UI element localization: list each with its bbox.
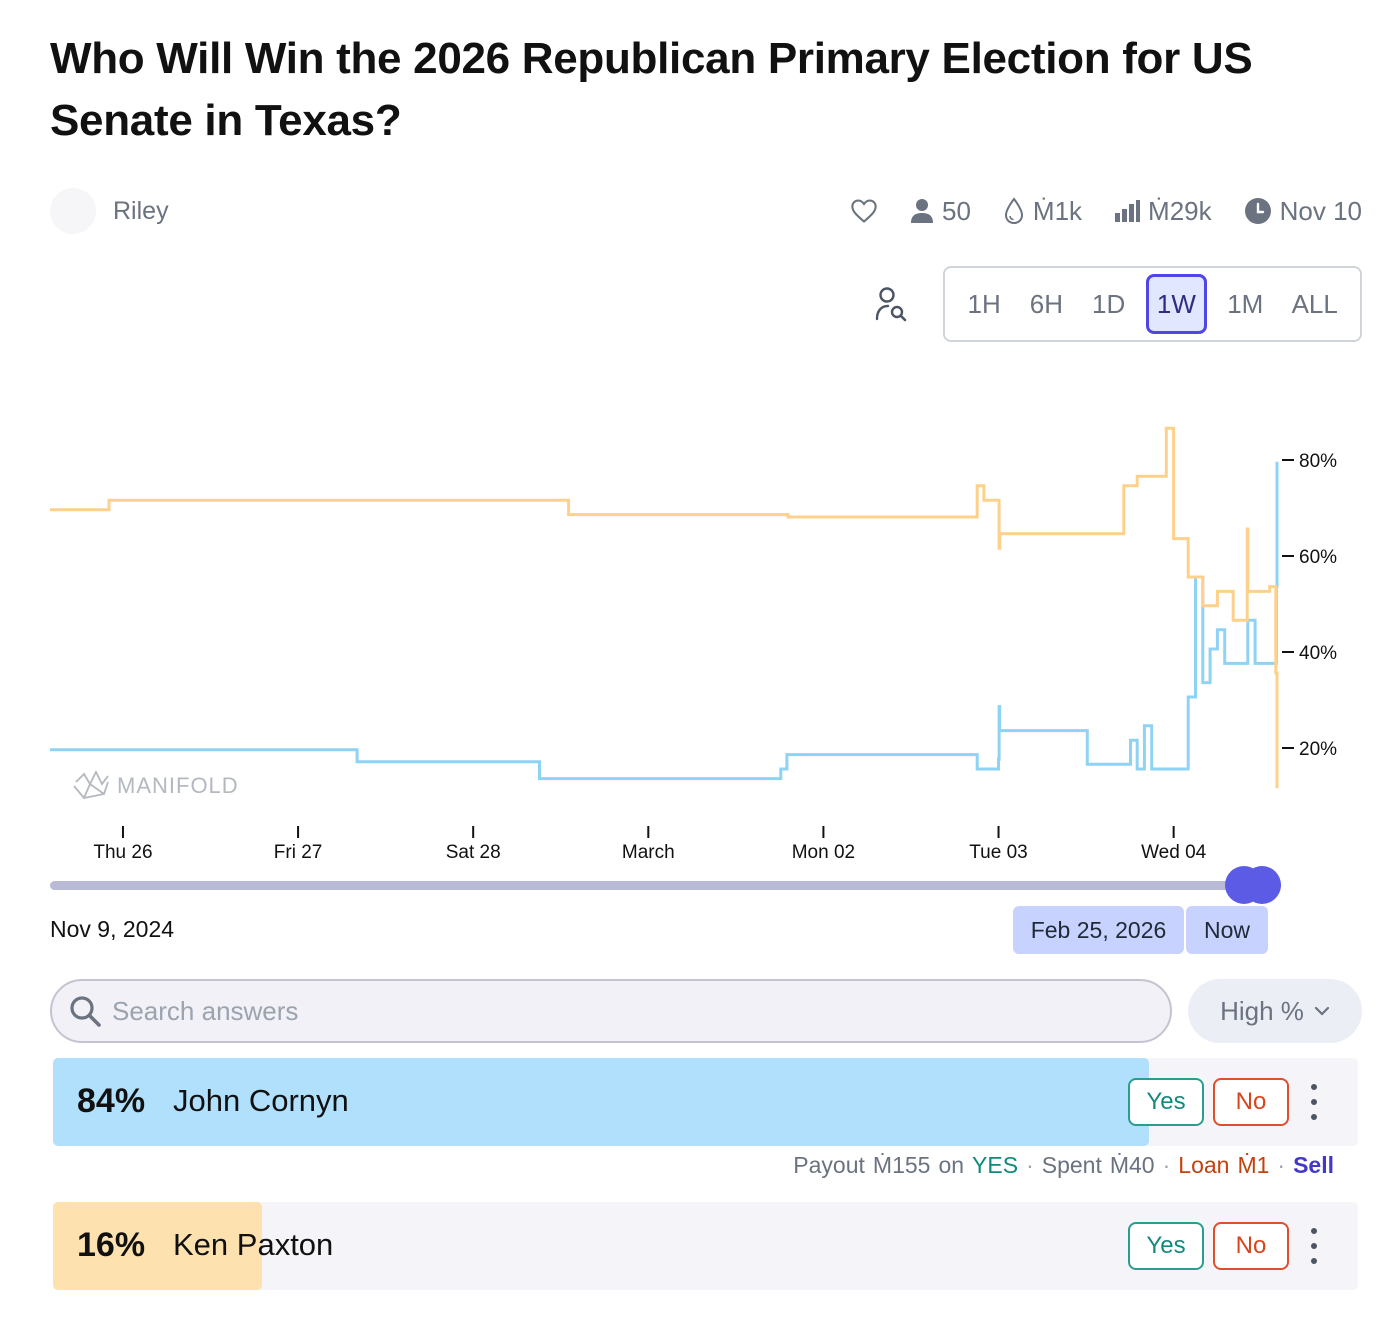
answer-probability-bar — [53, 1058, 1150, 1146]
separator: · — [1026, 1152, 1034, 1178]
series-line-0[interactable] — [50, 461, 1279, 781]
slider-handle-end[interactable] — [1243, 866, 1281, 904]
buy-yes-button[interactable]: Yes — [1128, 1078, 1204, 1126]
y-tick-label: 40% — [1299, 643, 1337, 664]
answer-name: John Cornyn — [173, 1083, 349, 1118]
sell-button[interactable]: Sell — [1293, 1152, 1334, 1178]
answer-row-cornyn[interactable]: 84% John Cornyn Yes No — [53, 1058, 1358, 1146]
x-tick-label: Thu 26 — [93, 842, 152, 863]
x-tick-label: Sat 28 — [446, 842, 501, 863]
range-6h[interactable]: 6H — [1029, 288, 1064, 319]
x-tick-label: Tue 03 — [969, 842, 1027, 863]
creator-avatar[interactable] — [50, 188, 96, 234]
answer-percent: 16% — [77, 1226, 146, 1264]
answer-probability-bar — [53, 1202, 262, 1290]
liquidity-value: Ṁ1k — [1032, 195, 1083, 226]
clock-icon — [1244, 198, 1271, 224]
bar-chart-icon — [1115, 200, 1141, 222]
sort-label: High % — [1220, 995, 1304, 1026]
payout-outcome: YES — [972, 1152, 1019, 1178]
slider-current-date[interactable]: Feb 25, 2026 — [1013, 906, 1184, 954]
liquidity-stat[interactable]: Ṁ1k — [1003, 196, 1082, 227]
slider-now-button[interactable]: Now — [1186, 906, 1268, 954]
close-date: Nov 10 — [1279, 195, 1362, 226]
y-tick-label: 60% — [1299, 547, 1337, 568]
chevron-down-icon — [1314, 1006, 1330, 1016]
spent-value: Ṁ40 — [1109, 1152, 1155, 1178]
position-summary: Payout Ṁ155 on YES · Spent Ṁ40 · Loan Ṁ1… — [793, 1152, 1334, 1179]
separator: · — [1162, 1152, 1171, 1178]
x-tick-label: March — [622, 842, 675, 863]
sort-dropdown[interactable]: High % — [1188, 979, 1362, 1043]
view-my-bets-button[interactable] — [869, 282, 913, 326]
answer-name: Ken Paxton — [173, 1227, 334, 1262]
user-search-icon — [875, 287, 907, 322]
loan-value[interactable]: Ṁ1 — [1237, 1152, 1270, 1178]
payout-value: Ṁ155 — [872, 1152, 931, 1178]
answer-row-paxton[interactable]: 16% Ken Paxton Yes No — [53, 1202, 1358, 1290]
volume-value: Ṁ29k — [1148, 195, 1212, 226]
buy-no-button[interactable]: No — [1213, 1078, 1289, 1126]
more-options-icon[interactable] — [1304, 1084, 1324, 1120]
more-options-icon[interactable] — [1304, 1228, 1324, 1264]
probability-chart[interactable]: MANIFOLD Thu 26 Fri 27 Sat 28 March Mon 02 Tu… — [0, 370, 1394, 870]
loan-label[interactable]: Loan — [1178, 1152, 1230, 1178]
x-tick-label: Fri 27 — [274, 842, 323, 863]
creator-name[interactable]: Riley — [113, 196, 169, 225]
traders-stat[interactable]: 50 — [910, 196, 971, 227]
manifold-logo-icon — [73, 769, 109, 799]
page-title: Who Will Win the 2026 Republican Primary… — [50, 34, 1253, 145]
y-tick-label: 20% — [1299, 739, 1337, 760]
series-line-1[interactable] — [50, 426, 1279, 789]
range-1m[interactable]: 1M — [1227, 288, 1264, 319]
slider-start-date: Nov 9, 2024 — [50, 916, 175, 942]
search-placeholder: Search answers — [112, 995, 299, 1026]
range-1d[interactable]: 1D — [1092, 288, 1126, 319]
close-date-stat: Nov 10 — [1244, 196, 1362, 227]
manifold-watermark: MANIFOLD — [73, 769, 239, 799]
separator: · — [1277, 1152, 1286, 1178]
traders-count: 50 — [941, 195, 971, 226]
buy-no-button[interactable]: No — [1213, 1222, 1289, 1270]
like-button[interactable] — [850, 198, 878, 224]
search-answers-input[interactable]: Search answers — [50, 979, 1172, 1043]
history-slider-track[interactable] — [50, 881, 1280, 890]
volume-stat: Ṁ29k — [1114, 196, 1212, 227]
payout-label: Payout — [793, 1152, 865, 1178]
y-axis: 80% 60% 40% 20% — [1282, 451, 1337, 760]
payout-on-label: on — [938, 1152, 965, 1178]
heart-icon — [851, 199, 877, 223]
x-tick-label: Mon 02 — [792, 842, 855, 863]
range-1w[interactable]: 1W — [1145, 274, 1207, 334]
time-range-selector: 1H 6H 1D 1W 1M ALL — [943, 266, 1362, 342]
droplet-icon — [1004, 197, 1023, 225]
range-1h[interactable]: 1H — [967, 288, 1001, 319]
range-all[interactable]: ALL — [1291, 288, 1338, 319]
watermark-label: MANIFOLD — [117, 773, 239, 798]
search-icon — [70, 996, 101, 1027]
x-axis: Thu 26 Fri 27 Sat 28 March Mon 02 Tue 03 Wed 0… — [93, 826, 1207, 863]
answer-percent: 84% — [77, 1082, 146, 1120]
y-tick-label: 80% — [1299, 451, 1337, 472]
x-tick-label: Wed 04 — [1141, 842, 1207, 863]
spent-label: Spent — [1041, 1152, 1102, 1178]
user-icon — [910, 199, 933, 223]
chart-toolbar: 1H 6H 1D 1W 1M ALL — [869, 266, 1362, 342]
market-meta: Riley 50 Ṁ1k Ṁ29k Nov 10 — [50, 186, 1362, 236]
market-stats: 50 Ṁ1k Ṁ29k Nov 10 — [850, 196, 1362, 227]
buy-yes-button[interactable]: Yes — [1128, 1222, 1204, 1270]
